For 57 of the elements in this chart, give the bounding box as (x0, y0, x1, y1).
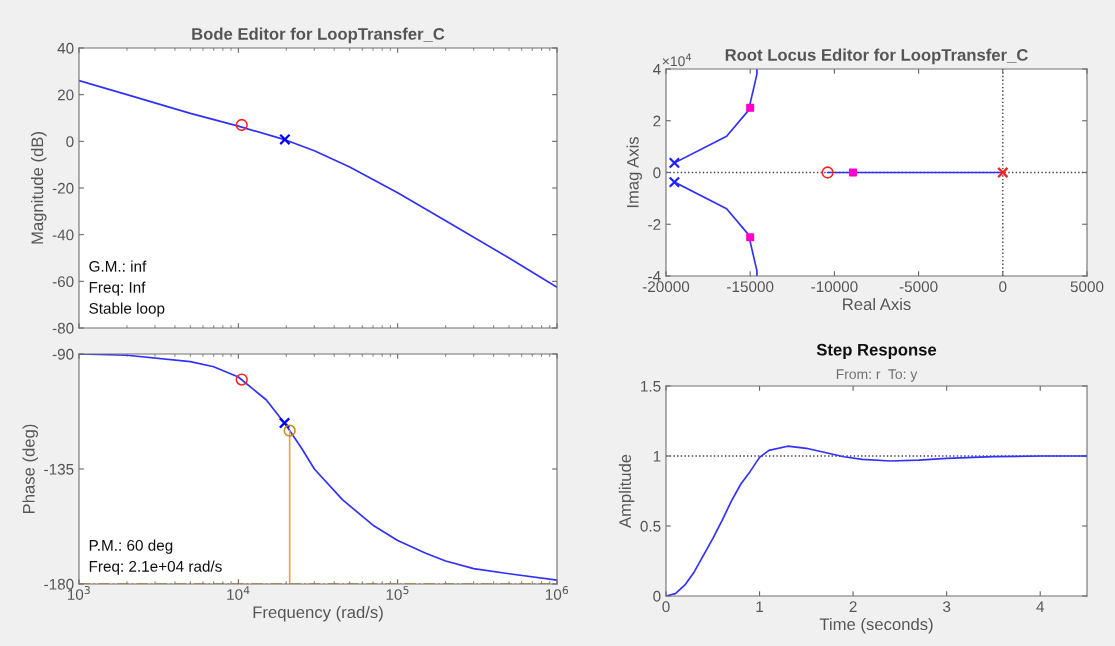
y-tick-label: -135 (44, 463, 74, 475)
x-tick-label: -15000 (727, 281, 774, 293)
chart-subtitle: From: r To: y (836, 369, 918, 382)
x-tick-label: 10$^{6}$ (545, 586, 569, 600)
point (668, 157, 681, 169)
y-tick-label: 1.5 (641, 381, 661, 392)
annotation: G.M.: inf (89, 260, 147, 272)
x-tick-label: 4 (1036, 601, 1045, 612)
line-series (673, 69, 758, 164)
x-tick-label: -10000 (811, 281, 858, 293)
chart-title: Step Response (816, 343, 937, 359)
chart-title: Bode Editor for LoopTransfer_C (192, 27, 445, 44)
y-axis-title: Amplitude (618, 454, 635, 529)
x-tick-label: 0 (999, 281, 1007, 293)
y-tick-label: 1 (653, 451, 661, 462)
y-tick-label: 20 (57, 89, 74, 101)
point (821, 166, 834, 179)
point (746, 233, 755, 242)
x-axis-title: Time (seconds) (819, 617, 933, 634)
y-tick-label: -60 (52, 276, 74, 288)
x-tick-label: -5000 (899, 281, 938, 293)
x-axis-title: Frequency (rad/s) (253, 605, 383, 622)
y-tick-label: -4 (648, 271, 661, 282)
annotation: Freq: Inf (89, 281, 146, 296)
y-tick-label: 0 (66, 136, 74, 148)
x-tick-label: 10$^{5}$ (386, 586, 409, 600)
x-axis-title: Real Axis (843, 297, 911, 311)
x-tick-label: 3 (943, 601, 951, 613)
chart-title: Root Locus Editor for LoopTransfer_C (725, 48, 1028, 65)
y-tick-label: -2 (648, 219, 661, 230)
x-tick-label: 1 (756, 601, 764, 612)
y-tick-label: -20 (52, 182, 74, 194)
x-tick-label: 2 (849, 601, 857, 612)
x-tick-label: -20000 (642, 281, 690, 293)
x-tick-label: 0 (662, 601, 670, 613)
y-tick-label: 0 (653, 167, 661, 179)
y-tick-label: -90 (52, 348, 74, 360)
y-axis-title: Phase (deg) (22, 424, 39, 514)
y-tick-label: 4 (652, 64, 661, 75)
text: ×10$^{4}$ (662, 53, 692, 67)
annotation: Stable loop (89, 302, 165, 317)
y-tick-label: 0.5 (640, 520, 661, 532)
point (997, 166, 1009, 179)
point (848, 168, 857, 177)
y-tick-label: -40 (52, 229, 74, 241)
y-tick-label: -80 (52, 322, 74, 334)
y-tick-label: 2 (653, 115, 661, 127)
point (668, 176, 681, 188)
y-axis-title: Magnitude (dB) (30, 132, 47, 244)
line-series (673, 181, 758, 276)
annotation: Freq: 2.1e+04 rad/s (89, 560, 222, 575)
annotation: P.M.: 60 deg (89, 539, 173, 554)
y-axis-title: Imag Axis (626, 136, 642, 208)
y-tick-label: 40 (57, 42, 74, 54)
point (746, 103, 755, 112)
x-tick-label: 5000 (1070, 281, 1104, 293)
x-tick-label: 10$^{4}$ (227, 586, 250, 600)
